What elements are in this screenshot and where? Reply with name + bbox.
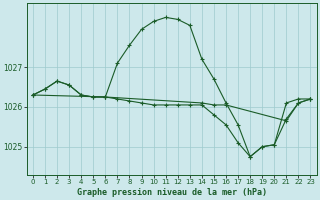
X-axis label: Graphe pression niveau de la mer (hPa): Graphe pression niveau de la mer (hPa) — [77, 188, 267, 197]
